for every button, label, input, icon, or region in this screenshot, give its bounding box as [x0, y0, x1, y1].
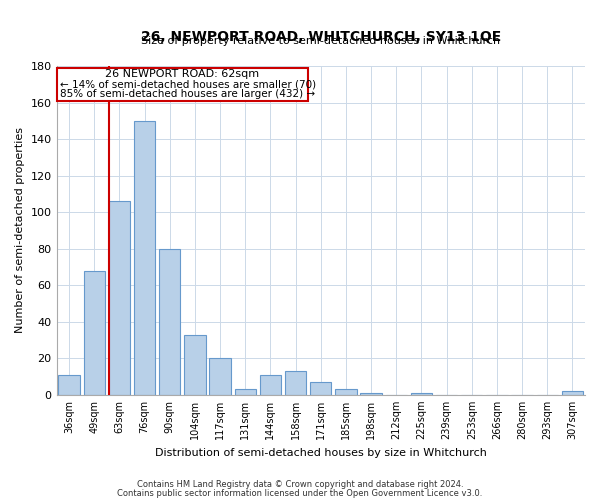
- Bar: [411, 393, 432, 395]
- X-axis label: Distribution of semi-detached houses by size in Whitchurch: Distribution of semi-detached houses by …: [155, 448, 487, 458]
- Bar: [285, 371, 307, 395]
- Bar: [209, 358, 231, 395]
- Bar: [260, 374, 281, 395]
- Text: ← 14% of semi-detached houses are smaller (70): ← 14% of semi-detached houses are smalle…: [61, 80, 316, 90]
- Bar: [184, 334, 206, 395]
- Bar: [134, 121, 155, 395]
- Text: 85% of semi-detached houses are larger (432) →: 85% of semi-detached houses are larger (…: [61, 90, 316, 100]
- Bar: [562, 391, 583, 395]
- Y-axis label: Number of semi-detached properties: Number of semi-detached properties: [15, 128, 25, 334]
- Bar: [159, 248, 181, 395]
- Bar: [335, 390, 356, 395]
- Text: Contains public sector information licensed under the Open Government Licence v3: Contains public sector information licen…: [118, 488, 482, 498]
- Bar: [361, 393, 382, 395]
- Text: Contains HM Land Registry data © Crown copyright and database right 2024.: Contains HM Land Registry data © Crown c…: [137, 480, 463, 489]
- Bar: [310, 382, 331, 395]
- FancyBboxPatch shape: [56, 68, 308, 100]
- Text: Size of property relative to semi-detached houses in Whitchurch: Size of property relative to semi-detach…: [141, 36, 500, 46]
- Title: 26, NEWPORT ROAD, WHITCHURCH, SY13 1QE: 26, NEWPORT ROAD, WHITCHURCH, SY13 1QE: [140, 30, 501, 44]
- Bar: [58, 374, 80, 395]
- Text: 26 NEWPORT ROAD: 62sqm: 26 NEWPORT ROAD: 62sqm: [106, 69, 259, 79]
- Bar: [109, 201, 130, 395]
- Bar: [83, 270, 105, 395]
- Bar: [235, 390, 256, 395]
